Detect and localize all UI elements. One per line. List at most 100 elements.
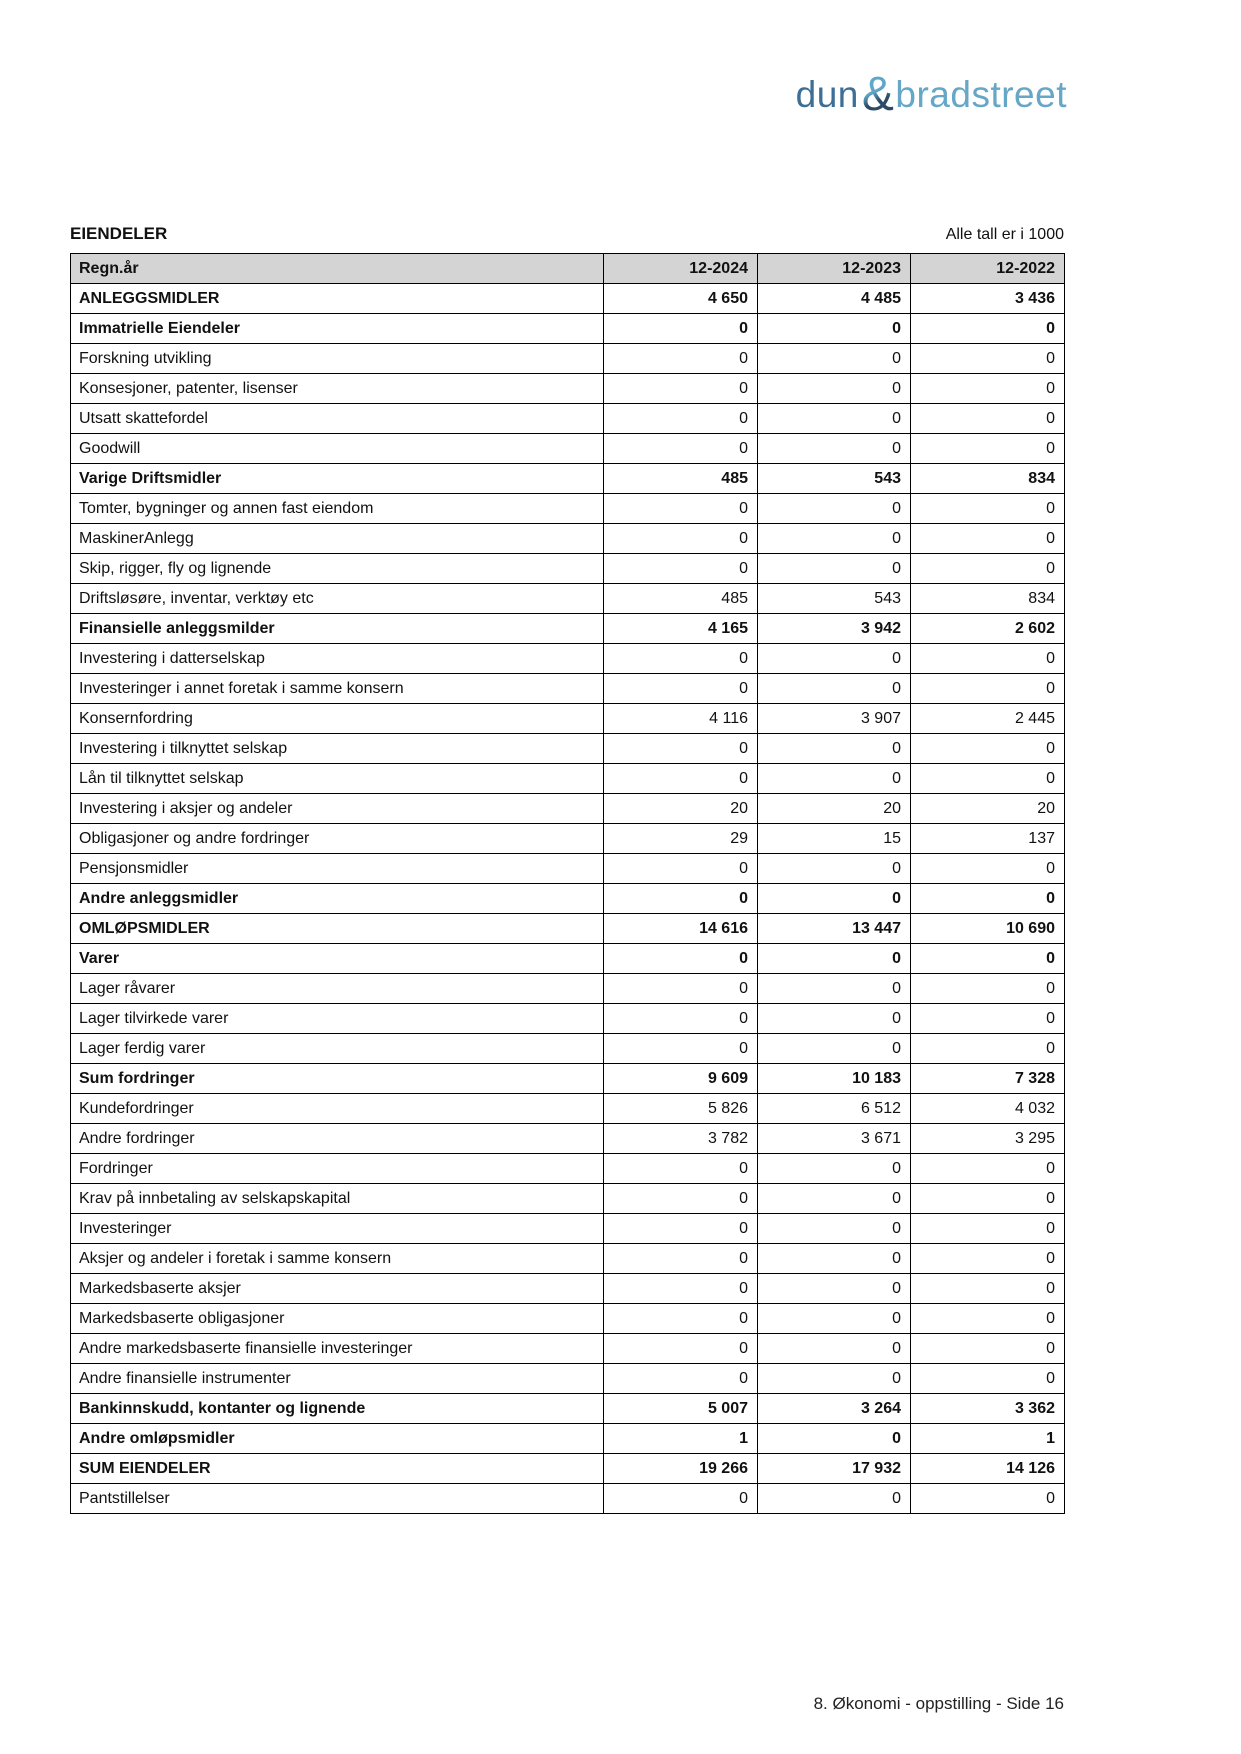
row-label: Andre anleggsmidler <box>70 883 604 914</box>
row-value: 0 <box>910 1003 1065 1034</box>
row-label: Lager ferdig varer <box>70 1033 604 1064</box>
row-value: 0 <box>757 1303 911 1334</box>
row-value: 0 <box>603 523 758 554</box>
row-value: 0 <box>910 673 1065 704</box>
row-value: 14 616 <box>603 913 758 944</box>
row-value: 0 <box>603 1153 758 1184</box>
row-value: 0 <box>757 1423 911 1454</box>
row-value: 10 690 <box>910 913 1065 944</box>
row-value: 0 <box>910 643 1065 674</box>
row-value: 0 <box>603 1183 758 1214</box>
row-value: 0 <box>757 1363 911 1394</box>
row-label: Immatrielle Eiendeler <box>70 313 604 344</box>
row-label: Lager råvarer <box>70 973 604 1004</box>
table-row: Pantstillelser 0 0 0 <box>70 1483 1065 1514</box>
row-value: 0 <box>757 553 911 584</box>
row-value: 0 <box>910 553 1065 584</box>
row-value: 0 <box>757 493 911 524</box>
row-value: 3 264 <box>757 1393 911 1424</box>
row-label: OMLØPSMIDLER <box>70 913 604 944</box>
row-value: 0 <box>757 643 911 674</box>
row-value: 0 <box>910 1033 1065 1064</box>
table-row: Andre anleggsmidler 0 0 0 <box>70 883 1065 914</box>
column-header-2022: 12-2022 <box>910 253 1065 284</box>
row-value: 0 <box>757 1183 911 1214</box>
row-value: 0 <box>910 1303 1065 1334</box>
table-row: Bankinnskudd, kontanter og lignende 5 007… <box>70 1393 1065 1424</box>
page-footer: 8. Økonomi - oppstilling - Side 16 <box>813 1694 1064 1713</box>
row-value: 0 <box>757 373 911 404</box>
row-value: 0 <box>757 433 911 464</box>
row-value: 20 <box>910 793 1065 824</box>
row-value: 0 <box>910 943 1065 974</box>
row-value: 137 <box>910 823 1065 854</box>
row-value: 0 <box>757 733 911 764</box>
row-value: 0 <box>910 493 1065 524</box>
row-value: 0 <box>910 1273 1065 1304</box>
row-label: SUM EIENDELER <box>70 1453 604 1484</box>
row-value: 0 <box>603 1333 758 1364</box>
table-row: Aksjer og andeler i foretak i samme kons… <box>70 1243 1065 1274</box>
section-title: EIENDELER <box>70 224 168 243</box>
row-label: Investeringer <box>70 1213 604 1244</box>
row-value: 20 <box>757 793 911 824</box>
row-value: 0 <box>603 1273 758 1304</box>
table-row: Lager ferdig varer 0 0 0 <box>70 1033 1065 1064</box>
row-value: 2 445 <box>910 703 1065 734</box>
section-heading-row: EIENDELER Alle tall er i 1000 <box>70 224 1064 244</box>
row-value: 0 <box>603 343 758 374</box>
row-value: 0 <box>603 853 758 884</box>
row-value: 3 295 <box>910 1123 1065 1154</box>
row-value: 0 <box>757 943 911 974</box>
row-value: 7 328 <box>910 1063 1065 1094</box>
table-row: Investering i datterselskap 0 0 0 <box>70 643 1065 674</box>
table-body: ANLEGGSMIDLER 4 650 4 485 3 436 Immatrielle … <box>70 283 1065 1514</box>
table-row: Sum fordringer 9 609 10 183 7 328 <box>70 1063 1065 1094</box>
row-label: Kundefordringer <box>70 1093 604 1124</box>
row-value: 19 266 <box>603 1453 758 1484</box>
row-value: 834 <box>910 463 1065 494</box>
row-value: 0 <box>603 883 758 914</box>
row-value: 0 <box>910 433 1065 464</box>
row-value: 834 <box>910 583 1065 614</box>
row-value: 9 609 <box>603 1063 758 1094</box>
table-row: Varige Driftsmidler 485 543 834 <box>70 463 1065 494</box>
row-label: Lager tilvirkede varer <box>70 1003 604 1034</box>
table-row: Andre fordringer 3 782 3 671 3 295 <box>70 1123 1065 1154</box>
row-label: Lån til tilknyttet selskap <box>70 763 604 794</box>
row-value: 4 650 <box>603 283 758 314</box>
row-value: 0 <box>910 313 1065 344</box>
row-value: 0 <box>757 1333 911 1364</box>
row-value: 0 <box>757 853 911 884</box>
row-label: ANLEGGSMIDLER <box>70 283 604 314</box>
table-row: Lager råvarer 0 0 0 <box>70 973 1065 1004</box>
row-value: 0 <box>603 1243 758 1274</box>
logo-text-dun: dun <box>795 74 859 115</box>
row-label: Andre omløpsmidler <box>70 1423 604 1454</box>
row-value: 0 <box>910 1213 1065 1244</box>
row-label: Krav på innbetaling av selskapskapital <box>70 1183 604 1214</box>
row-value: 0 <box>757 1033 911 1064</box>
row-value: 6 512 <box>757 1093 911 1124</box>
row-value: 0 <box>910 1243 1065 1274</box>
row-value: 0 <box>603 553 758 584</box>
row-value: 14 126 <box>910 1453 1065 1484</box>
row-label: Investering i aksjer og andeler <box>70 793 604 824</box>
row-value: 4 116 <box>603 703 758 734</box>
row-value: 0 <box>757 673 911 704</box>
row-value: 0 <box>910 883 1065 914</box>
row-value: 4 485 <box>757 283 911 314</box>
row-label: Sum fordringer <box>70 1063 604 1094</box>
row-value: 13 447 <box>757 913 911 944</box>
table-row: Markedsbaserte obligasjoner 0 0 0 <box>70 1303 1065 1334</box>
row-value: 20 <box>603 793 758 824</box>
row-value: 0 <box>910 343 1065 374</box>
table-row: Krav på innbetaling av selskapskapital 0 0… <box>70 1183 1065 1214</box>
row-value: 3 362 <box>910 1393 1065 1424</box>
row-value: 0 <box>603 1033 758 1064</box>
row-value: 485 <box>603 463 758 494</box>
row-value: 3 436 <box>910 283 1065 314</box>
row-value: 0 <box>757 313 911 344</box>
table-row: Forskning utvikling 0 0 0 <box>70 343 1065 374</box>
row-label: Andre fordringer <box>70 1123 604 1154</box>
